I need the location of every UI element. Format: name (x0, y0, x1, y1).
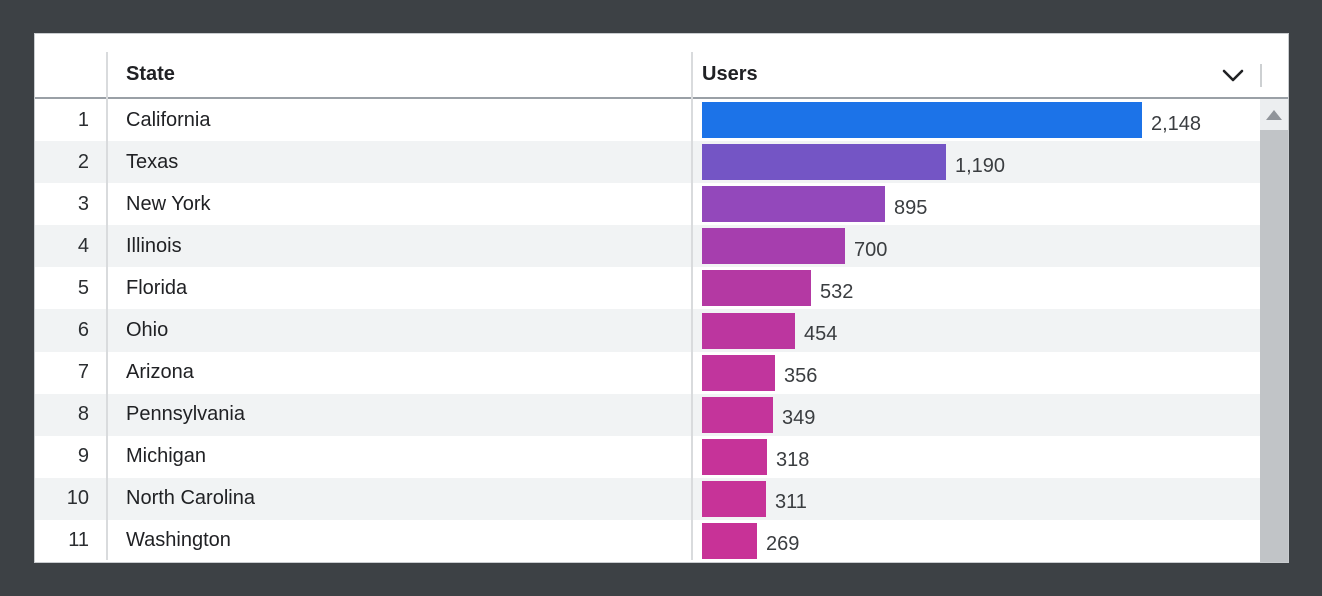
row-state: Arizona (126, 361, 194, 384)
row-state: Michigan (126, 445, 207, 468)
users-bar (702, 438, 767, 475)
header-divider-users-end (1260, 64, 1262, 87)
row-state: California (126, 108, 211, 131)
row-users-cell: 269 (691, 520, 1288, 562)
table-row: 2 Texas 1,190 (35, 141, 1288, 184)
row-state: New York (126, 192, 211, 215)
scrollbar-thumb[interactable] (1260, 130, 1288, 562)
row-state: Illinois (126, 234, 182, 257)
row-users-label: 349 (782, 407, 816, 430)
row-users-label: 1,190 (955, 154, 1006, 177)
row-rank: 6 (77, 319, 89, 342)
row-rank: 1 (77, 108, 89, 131)
chevron-down-icon[interactable] (1222, 69, 1244, 83)
row-rank: 7 (77, 361, 89, 384)
table-row: 7 Arizona 356 (35, 351, 1288, 394)
users-bar (702, 270, 811, 307)
table-row: 9 Michigan 318 (35, 435, 1288, 478)
users-bar (702, 144, 946, 181)
row-rank: 8 (77, 403, 89, 426)
row-users-label: 318 (776, 449, 810, 472)
table-body: 1 California 2,148 2 Texas 1,190 3 New Y… (35, 99, 1288, 563)
row-users-cell: 349 (691, 394, 1288, 436)
table-row: 11 Washington 269 (35, 519, 1288, 563)
row-users-label: 356 (784, 365, 818, 388)
table-header: State Users (35, 34, 1288, 99)
table-row: 3 New York 895 (35, 183, 1288, 226)
header-index-cell (35, 34, 106, 97)
row-users-label: 2,148 (1151, 112, 1202, 135)
row-users-label: 532 (820, 280, 854, 303)
users-bar (702, 354, 775, 391)
row-state: North Carolina (126, 487, 255, 510)
triangle-up-icon (1266, 109, 1282, 120)
users-bar (702, 396, 773, 433)
row-users-cell: 318 (691, 436, 1288, 478)
row-users-cell: 700 (691, 225, 1288, 267)
row-state: Florida (126, 276, 188, 299)
row-state: Washington (126, 529, 231, 552)
row-users-label: 269 (766, 533, 800, 556)
row-users-label: 454 (804, 323, 838, 346)
table-row: 10 North Carolina 311 (35, 477, 1288, 520)
row-rank: 2 (77, 150, 89, 173)
users-bar (702, 186, 885, 223)
row-rank: 10 (66, 487, 89, 510)
row-users-label: 700 (854, 238, 888, 261)
row-users-label: 311 (775, 491, 807, 514)
table-row: 4 Illinois 700 (35, 225, 1288, 268)
users-bar (702, 480, 766, 517)
row-state: Texas (126, 150, 179, 173)
users-bar (702, 522, 757, 559)
row-users-cell: 356 (691, 352, 1288, 394)
users-bar (702, 228, 845, 265)
users-column-label: Users (702, 63, 758, 85)
row-users-cell: 1,190 (691, 141, 1288, 183)
header-state[interactable]: State (106, 34, 691, 97)
table-row: 1 California 2,148 (35, 99, 1288, 142)
row-rank: 9 (77, 445, 89, 468)
scroll-up-button[interactable] (1260, 99, 1288, 130)
table-row: 6 Ohio 454 (35, 309, 1288, 352)
row-users-cell: 532 (691, 267, 1288, 309)
scrollbar[interactable] (1260, 99, 1288, 562)
table-row: 5 Florida 532 (35, 267, 1288, 310)
column-divider-state-users (691, 52, 693, 560)
header-users[interactable]: Users (691, 34, 1288, 97)
row-users-cell: 311 (691, 478, 1288, 520)
row-state: Pennsylvania (126, 403, 245, 426)
row-rank: 5 (77, 276, 89, 299)
row-state: Ohio (126, 319, 169, 342)
row-rank: 3 (77, 192, 89, 215)
column-divider-index-state (106, 52, 108, 560)
users-bar (702, 312, 795, 349)
row-rank: 4 (77, 234, 89, 257)
row-users-cell: 454 (691, 309, 1288, 351)
table-row: 8 Pennsylvania 349 (35, 393, 1288, 436)
row-users-label: 895 (894, 196, 928, 219)
data-table-card: State Users 1 California 2,148 2 Texas 1… (34, 33, 1289, 563)
row-rank: 11 (68, 529, 89, 552)
users-bar (702, 102, 1142, 139)
row-users-cell: 2,148 (691, 99, 1288, 141)
state-column-label: State (126, 63, 175, 85)
row-users-cell: 895 (691, 183, 1288, 225)
